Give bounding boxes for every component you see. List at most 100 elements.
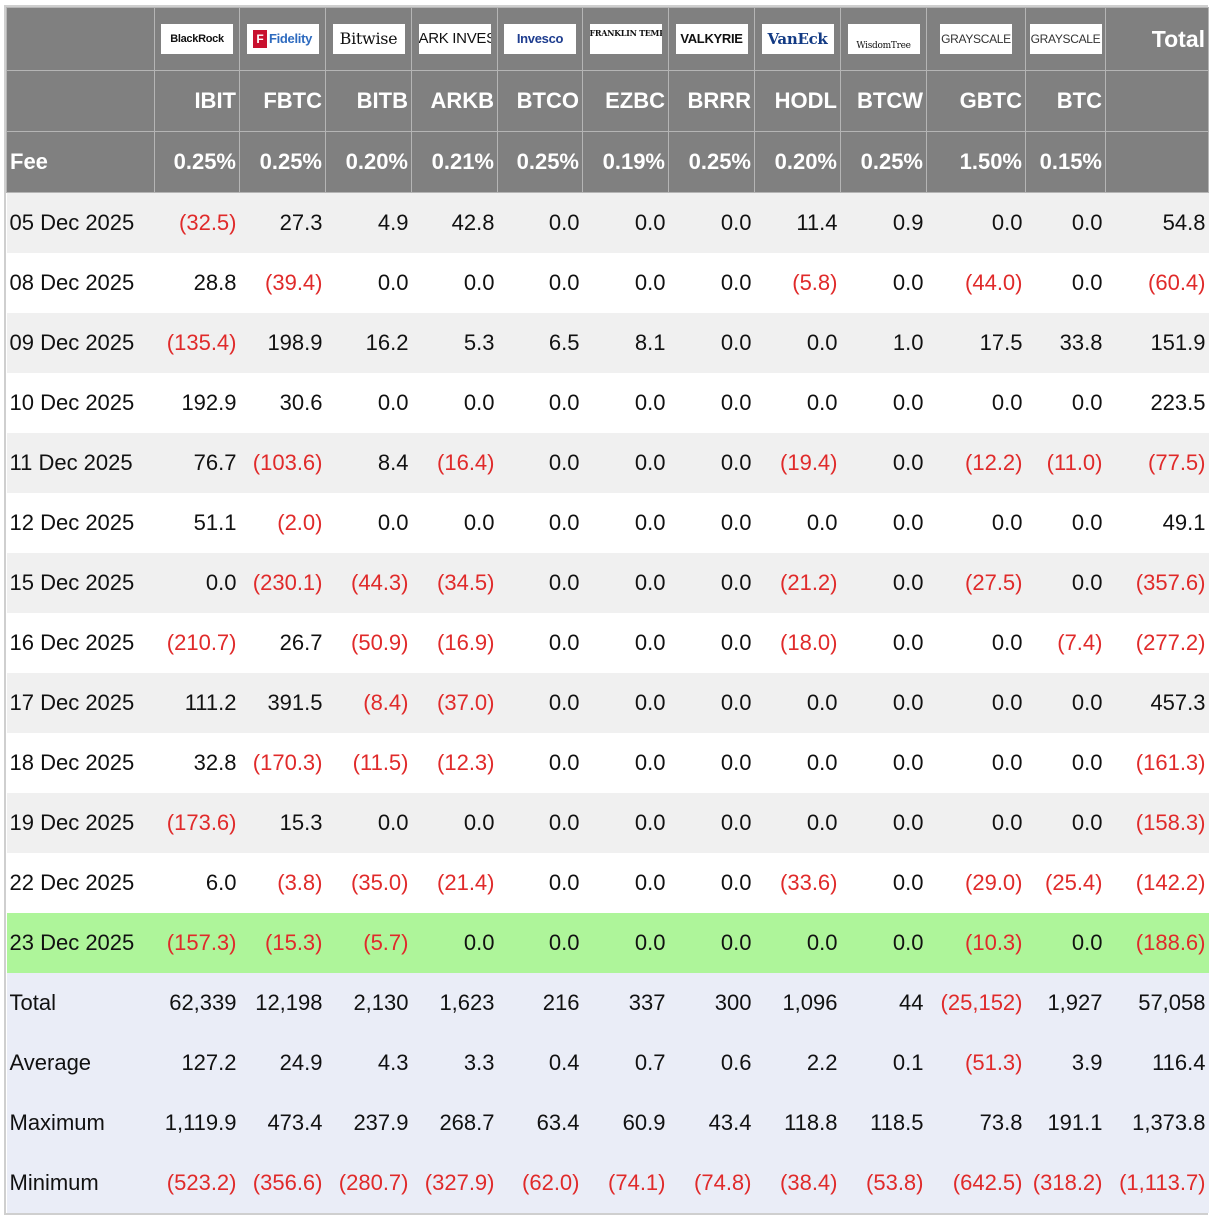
logo-cell-valkyrie: VALKYRIE (668, 7, 755, 71)
fee-bitb: 0.20% (325, 131, 412, 193)
flow-value-hodl: (5.8) (754, 253, 841, 313)
flow-value-bitb: (11.5) (325, 733, 412, 793)
flow-value-bitb: 0.0 (325, 493, 412, 553)
flow-value-ezbc: 0.0 (582, 553, 669, 613)
flow-value-gbtc: (29.0) (926, 853, 1026, 913)
flow-value-btcw: 118.5 (840, 1093, 927, 1153)
flow-value-gbtc: 0.0 (926, 673, 1026, 733)
flow-value-ezbc: 0.0 (582, 433, 669, 493)
ticker-arkb: ARKB (411, 70, 498, 132)
flow-value-gbtc: 73.8 (926, 1093, 1026, 1153)
fee-btcw: 0.25% (840, 131, 927, 193)
date-cell: 08 Dec 2025 (6, 253, 155, 313)
flow-value-hodl: 0.0 (754, 373, 841, 433)
flow-value-brrr: 0.0 (668, 913, 755, 973)
table-row: 18 Dec 2025 32.8 (170.3) (11.5) (12.3) 0.0 0.0… (6, 733, 1209, 793)
flow-value-ibit: 51.1 (154, 493, 240, 553)
logo-cell-bitwise: Bitwise (325, 7, 412, 71)
flow-value-hodl: 0.0 (754, 313, 841, 373)
flow-value-btcw: 0.0 (840, 253, 927, 313)
row-total: (77.5) (1105, 433, 1209, 493)
flow-value-fbtc: (3.8) (239, 853, 326, 913)
flow-value-ibit: 62,339 (154, 973, 240, 1033)
flow-value-btcw: (53.8) (840, 1153, 927, 1213)
row-total: (60.4) (1105, 253, 1209, 313)
flow-value-ezbc: 0.0 (582, 913, 669, 973)
flow-value-brrr: 0.0 (668, 853, 755, 913)
logo-cell-blackrock: BlackRock (154, 7, 240, 71)
flow-value-ezbc: 0.0 (582, 613, 669, 673)
flow-value-fbtc: 12,198 (239, 973, 326, 1033)
flow-value-hodl: (18.0) (754, 613, 841, 673)
flow-value-ezbc: 337 (582, 973, 669, 1033)
flow-value-hodl: (19.4) (754, 433, 841, 493)
table-row: 17 Dec 2025 111.2 391.5 (8.4) (37.0) 0.0 0.0 0.… (6, 673, 1209, 733)
row-total: (1,113.7) (1105, 1153, 1209, 1213)
flow-value-fbtc: 198.9 (239, 313, 326, 373)
flow-value-btco: 0.0 (497, 493, 583, 553)
flow-value-btco: 0.0 (497, 433, 583, 493)
vaneck-logo: VanEck (761, 24, 834, 54)
daily-flow-rows: 05 Dec 2025 (32.5) 27.3 4.9 42.8 0.0 0.0 0.0 11.… (6, 192, 1209, 973)
ticker-row-label (6, 70, 155, 132)
row-total: (161.3) (1105, 733, 1209, 793)
flow-value-btco: 0.0 (497, 733, 583, 793)
flow-value-ezbc: 0.0 (582, 733, 669, 793)
flow-value-btc: 3.9 (1025, 1033, 1106, 1093)
flow-value-arkb: (16.9) (411, 613, 498, 673)
flow-value-gbtc: 0.0 (926, 493, 1026, 553)
flow-value-ibit: (135.4) (154, 313, 240, 373)
flow-value-brrr: 0.0 (668, 313, 755, 373)
ticker-btc: BTC (1025, 70, 1106, 132)
table-row: 15 Dec 2025 0.0 (230.1) (44.3) (34.5) 0.0 0.0 0… (6, 553, 1209, 613)
fee-label: Fee (6, 131, 155, 193)
flow-value-brrr: 0.0 (668, 733, 755, 793)
fee-brrr: 0.25% (668, 131, 755, 193)
ticker-row: IBIT FBTC BITB ARKB BTCO EZBC BRRR HODL … (6, 70, 1209, 132)
row-total: 457.3 (1105, 673, 1209, 733)
flow-value-btc: 0.0 (1025, 493, 1106, 553)
flow-value-ibit: 111.2 (154, 673, 240, 733)
valkyrie-logo: VALKYRIE (675, 24, 748, 54)
fee-ezbc: 0.19% (582, 131, 669, 193)
logo-cell-wisdomtree: WisdomTree (840, 7, 927, 71)
table-row: 12 Dec 2025 51.1 (2.0) 0.0 0.0 0.0 0.0 0.0 0.0 0.… (6, 493, 1209, 553)
flow-value-gbtc: (642.5) (926, 1153, 1026, 1213)
flow-value-ibit: (210.7) (154, 613, 240, 673)
table-row: 22 Dec 2025 6.0 (3.8) (35.0) (21.4) 0.0 0.0 0.0… (6, 853, 1209, 913)
flow-value-hodl: 0.0 (754, 913, 841, 973)
flow-value-hodl: (38.4) (754, 1153, 841, 1213)
ticker-gbtc: GBTC (926, 70, 1026, 132)
flow-value-btco: 216 (497, 973, 583, 1033)
date-cell: 09 Dec 2025 (6, 313, 155, 373)
date-cell: 22 Dec 2025 (6, 853, 155, 913)
date-cell: 18 Dec 2025 (6, 733, 155, 793)
flow-value-ezbc: 0.0 (582, 192, 669, 253)
flow-value-arkb: (34.5) (411, 553, 498, 613)
flow-value-ezbc: 0.7 (582, 1033, 669, 1093)
flow-value-fbtc: 26.7 (239, 613, 326, 673)
flow-value-bitb: (35.0) (325, 853, 412, 913)
flow-value-fbtc: 24.9 (239, 1033, 326, 1093)
flow-value-hodl: (21.2) (754, 553, 841, 613)
date-cell: 23 Dec 2025 (6, 913, 155, 973)
flow-value-btcw: 0.9 (840, 192, 927, 253)
flow-value-hodl: 0.0 (754, 493, 841, 553)
fee-arkb: 0.21% (411, 131, 498, 193)
flow-value-btcw: 0.0 (840, 853, 927, 913)
flow-value-bitb: 16.2 (325, 313, 412, 373)
flow-value-fbtc: 15.3 (239, 793, 326, 853)
row-total: 57,058 (1105, 973, 1209, 1033)
flow-value-bitb: 4.3 (325, 1033, 412, 1093)
fee-btco: 0.25% (497, 131, 583, 193)
flow-value-fbtc: 27.3 (239, 192, 326, 253)
flow-value-btc: 0.0 (1025, 192, 1106, 253)
flow-value-btc: 0.0 (1025, 373, 1106, 433)
flow-value-ezbc: 8.1 (582, 313, 669, 373)
flow-value-gbtc: 17.5 (926, 313, 1026, 373)
flow-value-hodl: 11.4 (754, 192, 841, 253)
flow-value-btco: 0.0 (497, 373, 583, 433)
flow-value-brrr: 0.0 (668, 673, 755, 733)
flow-value-ibit: 28.8 (154, 253, 240, 313)
date-cell: 05 Dec 2025 (6, 192, 155, 253)
